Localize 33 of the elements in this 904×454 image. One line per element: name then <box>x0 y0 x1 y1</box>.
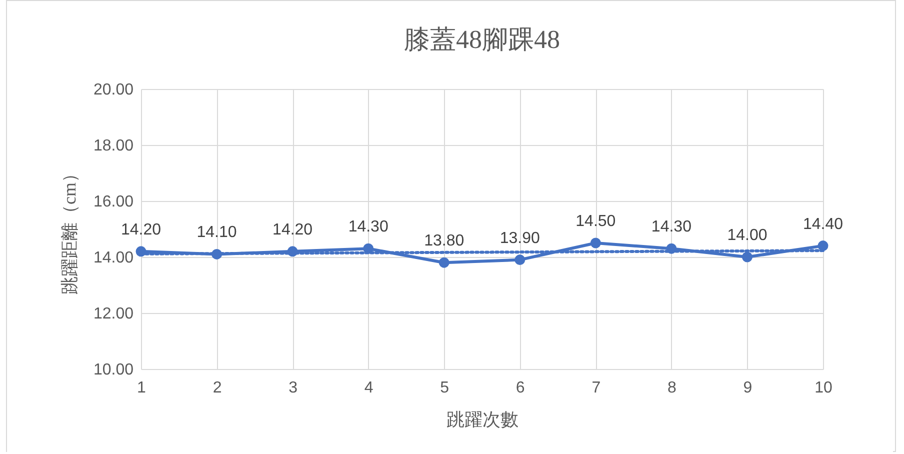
y-tick-label: 12.00 <box>93 306 134 322</box>
data-label: 14.20 <box>272 221 313 238</box>
y-tick-label: 16.00 <box>93 194 134 210</box>
x-tick-label: 7 <box>592 380 601 396</box>
point <box>590 238 601 248</box>
point <box>438 257 450 268</box>
x-tick-label: 4 <box>364 380 374 396</box>
y-tick-label: 18.00 <box>93 138 134 154</box>
y-axis-title: 跳躍距離（cm） <box>59 164 80 294</box>
y-tick-label: 10.00 <box>93 362 134 378</box>
chart-title: 膝蓋48腳踝48 <box>404 25 560 54</box>
y-tick-label: 14.00 <box>93 250 134 266</box>
x-tick-label: 8 <box>667 380 676 396</box>
data-label: 14.20 <box>120 221 162 238</box>
x-tick-label: 3 <box>288 380 298 396</box>
data-label: 14.30 <box>348 218 388 236</box>
data-label: 14.30 <box>651 218 692 236</box>
x-axis-title: 跳躍次數 <box>446 410 518 430</box>
x-tick-label: 9 <box>743 380 752 396</box>
x-tick-label: 6 <box>516 380 525 396</box>
point <box>742 252 752 262</box>
data-label: 14.00 <box>727 227 768 244</box>
data-label: 13.90 <box>500 230 540 247</box>
x-tick-label: 10 <box>814 380 832 396</box>
point <box>514 254 526 266</box>
data-label: 13.80 <box>424 232 464 250</box>
data-label: 14.50 <box>576 213 616 230</box>
data-label: 14.40 <box>802 216 844 233</box>
x-tick-label: 1 <box>137 380 146 396</box>
data-label: 14.10 <box>196 224 237 242</box>
x-tick-label: 2 <box>212 380 222 396</box>
x-tick-label: 5 <box>440 380 450 396</box>
y-tick-label: 20.00 <box>93 82 134 98</box>
